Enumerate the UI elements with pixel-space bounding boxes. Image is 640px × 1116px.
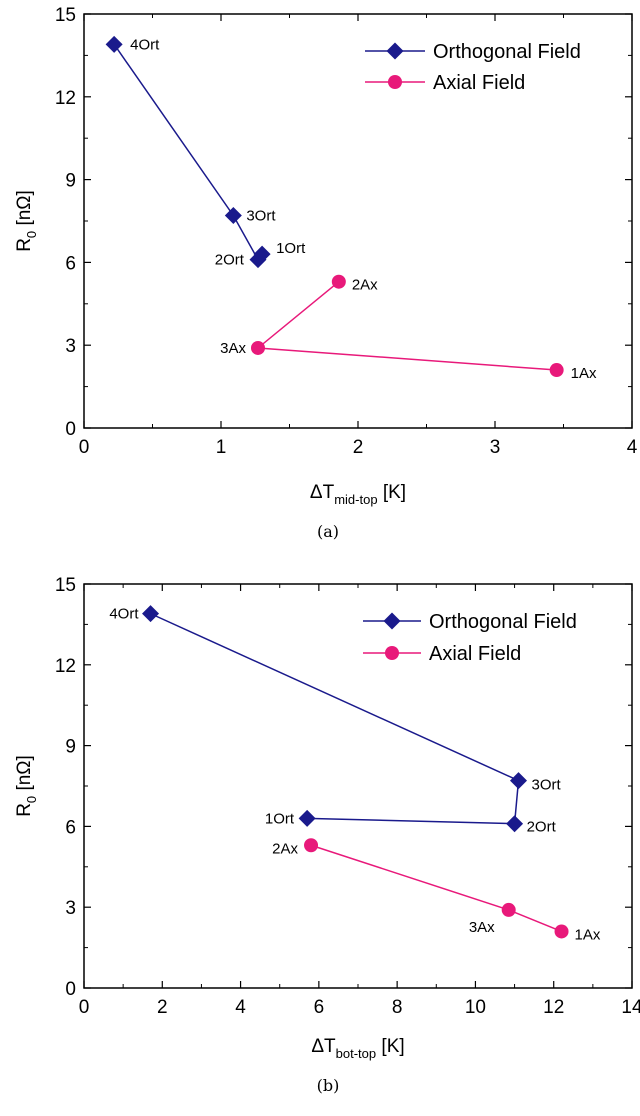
- y-tick-label: 15: [55, 575, 76, 596]
- x-axis-title: ΔTbot-top [K]: [311, 1036, 404, 1061]
- x-tick-label: 14: [621, 997, 640, 1018]
- chart-panel-b: 0 2 4 6 8 10 12 14 0 3 6 9 12 15 ΔTbot-top [K] R0 [nΩ] 4…: [14, 575, 640, 1095]
- data-point: [224, 206, 242, 224]
- series-line: [113, 43, 263, 262]
- x-tick-label: 0: [79, 437, 90, 458]
- legend-marker: [385, 646, 399, 660]
- x-tick-label: 12: [543, 997, 564, 1018]
- legend-marker: [388, 75, 402, 89]
- point-label: 3Ax: [220, 340, 246, 357]
- point-label: 4Ort: [130, 36, 160, 53]
- legend-label: Axial Field: [433, 72, 525, 94]
- point-label: 4Ort: [109, 606, 139, 623]
- series-line: [150, 612, 520, 825]
- data-point: [249, 251, 267, 269]
- x-tick-label: 10: [465, 997, 486, 1018]
- y-tick-label: 3: [65, 336, 76, 357]
- y-tick-label: 12: [55, 656, 76, 677]
- legend-label: Axial Field: [429, 643, 521, 665]
- data-point: [509, 772, 527, 790]
- x-tick-label: 6: [314, 997, 325, 1018]
- x-tick-label: 3: [490, 437, 501, 458]
- y-tick-label: 0: [65, 419, 76, 440]
- legend-label: Orthogonal Field: [429, 611, 577, 633]
- plot-frame: [83, 13, 633, 429]
- point-label: 3Ort: [246, 207, 276, 224]
- data-point: [549, 363, 564, 378]
- y-tick-label: 15: [55, 5, 76, 26]
- legend-label: Orthogonal Field: [433, 41, 581, 63]
- data-point: [501, 902, 516, 917]
- point-label: 2Ort: [527, 819, 557, 836]
- data-point: [298, 809, 316, 827]
- y-tick-label: 6: [65, 817, 76, 838]
- panel-caption: (a): [317, 522, 339, 541]
- series-axial: 2Ax 3Ax 1Ax: [272, 838, 601, 943]
- y-tick-label: 9: [65, 171, 76, 192]
- point-label: 1Ax: [575, 926, 601, 943]
- x-tick-label: 0: [79, 997, 90, 1018]
- x-tick-label: 4: [627, 437, 638, 458]
- x-axis-title: ΔTmid-top [K]: [310, 482, 406, 507]
- point-label: 3Ort: [531, 777, 561, 794]
- series-orthogonal: 4Ort 3Ort 2Ort 1Ort: [105, 35, 306, 269]
- y-tick-label: 6: [65, 253, 76, 274]
- data-point: [331, 274, 346, 289]
- series-axial: 2Ax 3Ax 1Ax: [220, 274, 597, 382]
- x-tick-label: 8: [392, 997, 403, 1018]
- y-tick-label: 12: [55, 88, 76, 109]
- x-tick-label: 2: [157, 997, 168, 1018]
- data-point: [142, 605, 160, 623]
- panel-caption: (b): [317, 1076, 340, 1095]
- point-label: 1Ax: [571, 365, 597, 382]
- series-line: [256, 281, 557, 371]
- x-tick-label: 2: [353, 437, 364, 458]
- point-label: 2Ax: [352, 277, 378, 294]
- x-tick-label: 4: [235, 997, 246, 1018]
- data-point: [253, 245, 271, 263]
- point-label: 1Ort: [276, 240, 306, 257]
- legend: Orthogonal Field Axial Field: [365, 41, 581, 94]
- y-tick-label: 0: [65, 979, 76, 1000]
- point-label: 2Ax: [272, 840, 298, 857]
- data-point: [304, 838, 319, 853]
- data-point: [506, 815, 524, 833]
- data-point: [105, 35, 123, 53]
- y-tick-label: 3: [65, 898, 76, 919]
- legend-marker: [386, 42, 404, 60]
- legend-marker: [383, 612, 401, 630]
- point-label: 1Ort: [265, 810, 295, 827]
- point-label: 2Ort: [215, 252, 245, 269]
- legend: Orthogonal Field Axial Field: [363, 611, 577, 665]
- data-point: [554, 924, 569, 939]
- y-axis-title: R0 [nΩ]: [14, 755, 39, 817]
- series-orthogonal: 4Ort 3Ort 2Ort 1Ort: [109, 605, 561, 836]
- y-tick-label: 9: [65, 737, 76, 758]
- y-axis-title: R0 [nΩ]: [14, 190, 39, 252]
- point-label: 3Ax: [469, 919, 495, 936]
- x-tick-label: 1: [216, 437, 227, 458]
- series-line: [310, 844, 562, 933]
- data-point: [250, 340, 265, 355]
